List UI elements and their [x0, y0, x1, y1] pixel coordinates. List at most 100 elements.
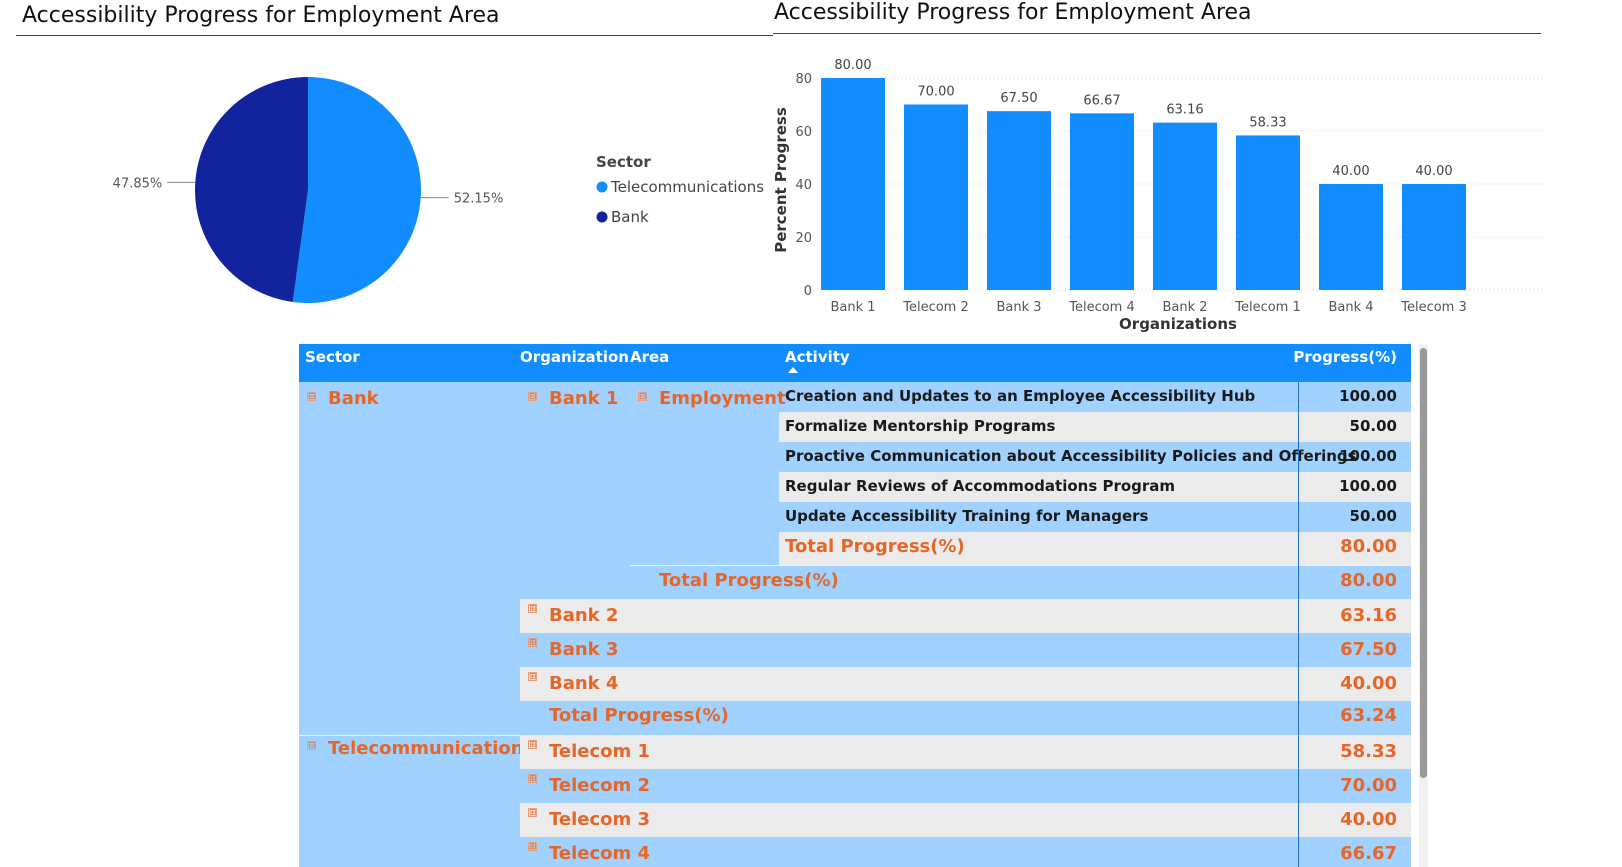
org-total-row	[630, 565, 1411, 599]
bar-telecom-1[interactable]	[1236, 135, 1300, 290]
activity-row	[779, 502, 1411, 532]
telecom-collapse-icon[interactable]: ⊟	[307, 741, 316, 751]
bar-bank-2[interactable]	[1153, 122, 1217, 290]
org-expand-icon[interactable]: ⊞	[528, 638, 537, 648]
matrix-scrollbar[interactable]	[1420, 348, 1427, 778]
bar-xtick-label-telecom-3: Telecom 3	[1400, 300, 1467, 315]
org-expand-icon[interactable]: ⊞	[528, 740, 537, 750]
activity-name: Proactive Communication about Accessibil…	[785, 447, 1357, 465]
bar-bank-3[interactable]	[987, 111, 1051, 290]
org-progress: 66.67	[1340, 843, 1397, 864]
activity-progress: 50.00	[1349, 417, 1397, 435]
activity-progress: 100.00	[1339, 477, 1397, 495]
sort-ascending-icon	[788, 367, 798, 373]
activity-name: Creation and Updates to an Employee Acce…	[785, 387, 1256, 405]
employment-area-label: Employment	[659, 388, 786, 409]
pie-legend-title: Sector	[596, 153, 651, 171]
progress-column-divider	[1298, 382, 1299, 867]
pie-slice-bank[interactable]	[195, 77, 308, 302]
sector-total-value: 63.24	[1340, 705, 1397, 726]
sector-total-label: Total Progress(%)	[549, 705, 729, 726]
bar-bank-4[interactable]	[1319, 184, 1383, 290]
org-expand-icon[interactable]: ⊞	[528, 774, 537, 784]
bar-telecom-2[interactable]	[904, 104, 968, 291]
bank-sector-cell	[299, 382, 520, 745]
org-name: Telecom 4	[549, 843, 651, 864]
pie-data-label-bank: 47.85%	[113, 176, 163, 191]
bar-title-rule	[773, 33, 1541, 34]
org-name: Bank 4	[549, 673, 619, 694]
org-row	[520, 803, 1411, 837]
bar-x-axis-label: Organizations	[1119, 315, 1237, 333]
activity-row	[779, 472, 1411, 502]
activity-name: Formalize Mentorship Programs	[785, 417, 1056, 435]
pie-title-rule	[16, 35, 773, 36]
legend-dot-telecommunications	[596, 181, 608, 193]
org-name: Bank 2	[549, 605, 619, 626]
org-progress: 67.50	[1340, 639, 1397, 660]
bank-area-cell	[630, 382, 779, 565]
bar-xtick-label-bank-4: Bank 4	[1328, 300, 1373, 315]
bar-value-label-bank-2: 63.16	[1166, 103, 1203, 118]
bar-value-label-bank-1: 80.00	[834, 58, 871, 73]
bank-1-org-label: Bank 1	[549, 388, 619, 409]
bar-ytick-label: 0	[804, 284, 812, 299]
bar-value-label-bank-3: 67.50	[1000, 91, 1037, 106]
progress-matrix: Sector Organization Area Activity Progress(%…	[299, 344, 1411, 867]
org-progress: 40.00	[1340, 673, 1397, 694]
org-total-divider	[630, 565, 1411, 566]
pie-chart: 52.15% 47.85% Sector Telecommunications Bank	[113, 77, 764, 303]
pie-data-label-telecommunications: 52.15%	[454, 192, 504, 207]
header-sector: Sector	[305, 348, 360, 366]
bank-collapse-icon[interactable]: ⊟	[307, 392, 316, 402]
pie-slice-telecommunications[interactable]	[292, 77, 422, 303]
bar-telecom-3[interactable]	[1402, 184, 1466, 290]
bank-1-collapse-icon[interactable]: ⊟	[528, 392, 537, 402]
pie-chart-title: Accessibility Progress for Employment Ar…	[22, 3, 500, 28]
bar-value-label-telecom-1: 58.33	[1249, 115, 1286, 130]
org-name: Telecom 3	[549, 809, 651, 830]
org-row	[520, 837, 1411, 867]
area-total-label: Total Progress(%)	[785, 536, 965, 557]
activity-progress: 100.00	[1339, 447, 1397, 465]
activity-progress: 50.00	[1349, 507, 1397, 525]
telecom-sector-cell	[299, 735, 520, 867]
org-name: Telecom 2	[549, 775, 651, 796]
legend-dot-bank	[596, 211, 608, 223]
bar-bank-1[interactable]	[821, 78, 885, 290]
org-row	[520, 633, 1411, 667]
bar-ytick-label: 40	[795, 178, 812, 193]
org-expand-icon[interactable]: ⊞	[528, 808, 537, 818]
org-total-value: 80.00	[1340, 570, 1397, 591]
org-row	[520, 667, 1411, 701]
org-expand-icon[interactable]: ⊞	[528, 672, 537, 682]
org-name: Telecom 1	[549, 741, 651, 762]
activity-name: Regular Reviews of Accommodations Progra…	[785, 477, 1176, 495]
telecom-sector-label: Telecommunications	[328, 738, 535, 759]
activity-name: Update Accessibility Training for Manage…	[785, 507, 1149, 525]
legend-label-telecommunications[interactable]: Telecommunications	[610, 178, 764, 196]
sector-divider	[299, 735, 520, 736]
org-row	[520, 599, 1411, 633]
org-progress: 58.33	[1340, 741, 1397, 762]
bar-ytick-label: 20	[795, 231, 812, 246]
bar-xtick-label-bank-1: Bank 1	[830, 300, 875, 315]
matrix-header	[299, 344, 1411, 382]
bar-value-label-telecom-3: 40.00	[1415, 164, 1452, 179]
bar-value-label-telecom-2: 70.00	[917, 85, 954, 100]
header-organization: Organization	[520, 348, 629, 366]
org-expand-icon[interactable]: ⊞	[528, 604, 537, 614]
bar-chart: 0 20 40 60 80 80.00 Bank 1 70.00 Telecom 2 67.50 B…	[772, 58, 1545, 333]
bar-telecom-4[interactable]	[1070, 113, 1134, 291]
org-expand-icon[interactable]: ⊞	[528, 842, 537, 852]
bar-ytick-label: 80	[795, 72, 812, 87]
activity-row	[779, 412, 1411, 442]
area-total-row	[779, 532, 1411, 565]
bar-chart-title: Accessibility Progress for Employment Ar…	[774, 0, 1252, 25]
employment-collapse-icon[interactable]: ⊟	[638, 392, 647, 402]
header-activity[interactable]: Activity	[785, 348, 850, 366]
legend-label-bank[interactable]: Bank	[611, 208, 649, 226]
area-total-value: 80.00	[1340, 536, 1397, 557]
bar-xtick-label-telecom-2: Telecom 2	[902, 300, 969, 315]
org-progress: 40.00	[1340, 809, 1397, 830]
